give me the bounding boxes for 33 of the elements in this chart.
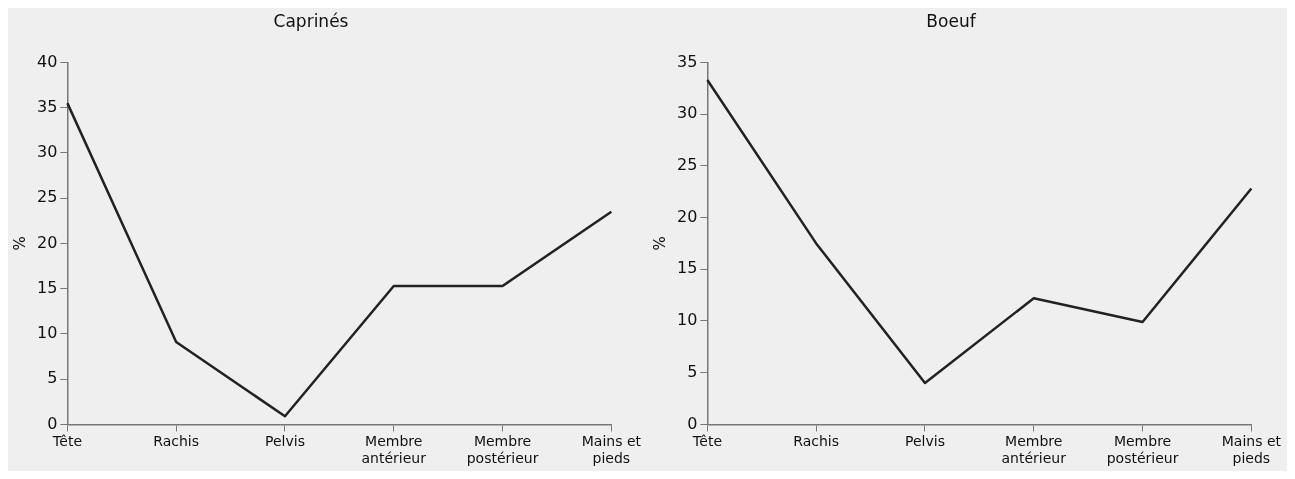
y-tick-label: 5 [47,368,58,388]
chart-title: Caprinés [273,10,349,31]
x-tick-label: Membre antérieur [1001,433,1067,467]
y-axis-title: % [10,236,29,251]
y-tick-label: 20 [37,232,58,252]
y-tick-label: 40 [37,51,58,71]
x-tick-label: Rachis [153,433,200,450]
y-tick-label: 25 [677,154,698,174]
y-tick-label: 10 [677,310,698,330]
chart-title: Boeuf [926,10,977,31]
y-tick-label: 15 [677,258,698,278]
x-tick-label: Membre postérieur [466,433,539,467]
y-tick-label: 10 [37,323,58,343]
x-tick-label: Membre postérieur [1106,433,1179,467]
y-axis-title: % [650,236,669,251]
y-tick-label: 20 [677,206,698,226]
x-tick-label: Tête [51,433,83,450]
y-tick-label: 35 [677,51,698,71]
y-tick-label: 30 [677,103,698,123]
y-tick-label: 5 [687,361,698,381]
y-tick-label: 25 [37,187,58,207]
x-tick-label: Tête [691,433,723,450]
x-tick-label: Pelvis [265,433,305,450]
x-tick-label: Mains et pieds [581,433,642,467]
x-tick-label: Membre antérieur [361,433,427,467]
y-tick-label: 30 [37,142,58,162]
y-tick-label: 0 [47,413,58,433]
y-tick-label: 0 [687,413,698,433]
x-tick-label: Mains et pieds [1221,433,1282,467]
y-tick-label: 35 [37,96,58,116]
x-tick-label: Pelvis [905,433,945,450]
y-tick-label: 15 [37,277,58,297]
x-tick-label: Rachis [793,433,840,450]
